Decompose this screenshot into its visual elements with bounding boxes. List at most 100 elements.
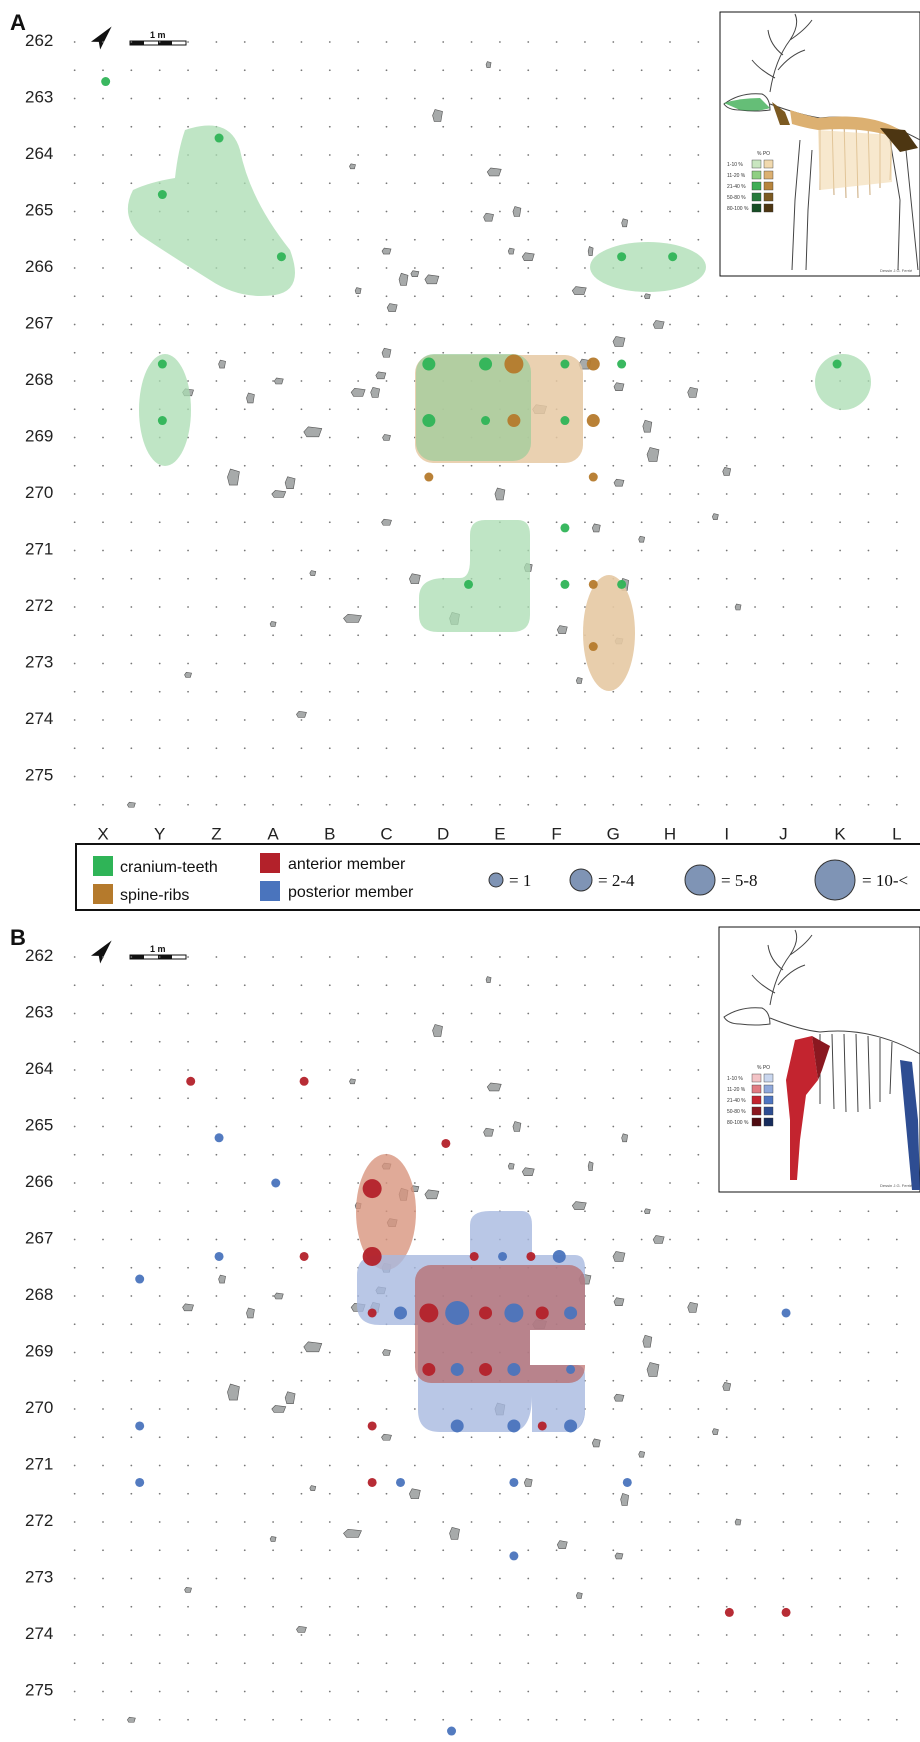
- cranium-zone: [139, 354, 191, 466]
- grid-point: [243, 41, 246, 43]
- grid-point: [328, 1634, 331, 1636]
- grid-point: [584, 1069, 586, 1071]
- stone: [271, 1405, 287, 1413]
- grid-point: [187, 1266, 189, 1269]
- grid-point: [640, 1379, 643, 1382]
- concentration-zones: [356, 1154, 586, 1432]
- grid-point: [669, 182, 671, 185]
- grid-point: [640, 97, 643, 100]
- grid-point: [470, 238, 473, 241]
- stone: [381, 518, 392, 526]
- grid-point: [612, 1125, 615, 1128]
- grid-point: [102, 803, 104, 806]
- grid-point: [782, 1634, 785, 1636]
- grid-point: [300, 1182, 303, 1184]
- bone-point: [566, 1364, 576, 1374]
- grid-point: [470, 295, 473, 298]
- grid-point: [243, 323, 246, 326]
- grid-point: [499, 1549, 501, 1552]
- grid-point: [357, 323, 360, 326]
- inset-class-label: 80-100 %: [727, 206, 749, 212]
- grid-point: [810, 803, 813, 806]
- grid-point: [413, 1153, 416, 1156]
- grid-point: [385, 662, 388, 665]
- grid-point: [272, 1662, 274, 1665]
- stone: [303, 426, 323, 438]
- grid-point: [187, 1521, 189, 1523]
- grid-point: [782, 323, 785, 326]
- grid-point: [130, 69, 133, 72]
- grid-point: [130, 380, 133, 382]
- stone: [273, 377, 284, 385]
- grid-point: [357, 97, 360, 100]
- column-label: I: [724, 1740, 729, 1742]
- grid-point: [499, 719, 501, 721]
- grid-point: [243, 154, 246, 156]
- grid-point: [158, 1464, 161, 1467]
- grid-point: [243, 577, 246, 580]
- grid-point: [527, 351, 530, 354]
- grid-point: [73, 182, 76, 185]
- grid-point: [328, 719, 331, 721]
- grid-point: [328, 606, 331, 608]
- grid-point: [328, 1097, 331, 1100]
- grid-point: [442, 154, 445, 156]
- grid-point: [640, 1549, 643, 1552]
- grid-point: [810, 1718, 813, 1721]
- grid-point: [754, 690, 756, 693]
- grid-point: [385, 154, 388, 156]
- grid-point: [73, 1125, 76, 1128]
- grid-point: [895, 436, 898, 439]
- column-label: F: [551, 825, 561, 844]
- legend-label-spine: spine-ribs: [120, 887, 189, 904]
- grid-point: [669, 408, 671, 411]
- grid-point: [300, 1097, 303, 1100]
- grid-point: [782, 747, 785, 750]
- grid-point: [867, 1436, 870, 1439]
- grid-point: [73, 1549, 76, 1552]
- grid-point: [215, 69, 218, 72]
- grid-point: [527, 956, 530, 958]
- row-label: 274: [25, 709, 53, 728]
- inset-swatch: [751, 181, 762, 191]
- bone-point: [560, 359, 570, 369]
- grid-point: [725, 380, 728, 382]
- grid-point: [527, 41, 530, 43]
- scale-bar: 1 m: [129, 944, 187, 960]
- grid-point: [555, 1153, 558, 1156]
- grid-point: [697, 1379, 700, 1382]
- legend-swatch-posterior: [260, 881, 280, 901]
- grid-point: [839, 1690, 841, 1693]
- grid-point: [158, 1238, 161, 1241]
- cranium-zone: [815, 354, 871, 410]
- grid-point: [328, 577, 331, 580]
- grid-point: [725, 521, 728, 524]
- grid-point: [697, 210, 700, 213]
- grid-point: [102, 1323, 104, 1326]
- column-label: Y: [154, 825, 165, 844]
- legend-label-anterior: anterior member: [288, 856, 406, 873]
- grid-point: [527, 747, 530, 750]
- grid-point: [669, 1040, 671, 1043]
- grid-point: [357, 984, 360, 987]
- grid-point: [839, 1295, 841, 1297]
- grid-point: [357, 1634, 360, 1636]
- bone-point: [367, 1477, 377, 1487]
- grid-point: [413, 1040, 416, 1043]
- grid-point: [697, 521, 700, 524]
- grid-point: [102, 1436, 104, 1439]
- grid-point: [328, 1351, 331, 1354]
- grid-point: [612, 380, 615, 382]
- grid-point: [215, 1464, 218, 1467]
- stone: [571, 286, 587, 295]
- grid-point: [158, 1210, 161, 1213]
- grid-point: [187, 1464, 189, 1467]
- grid-point: [669, 662, 671, 665]
- grid-point: [130, 1549, 133, 1552]
- bone-point: [441, 1138, 451, 1148]
- grid-point: [272, 984, 274, 987]
- stone: [512, 206, 522, 217]
- grid-point: [640, 1125, 643, 1128]
- grid-point: [272, 690, 274, 693]
- grid-point: [640, 1040, 643, 1043]
